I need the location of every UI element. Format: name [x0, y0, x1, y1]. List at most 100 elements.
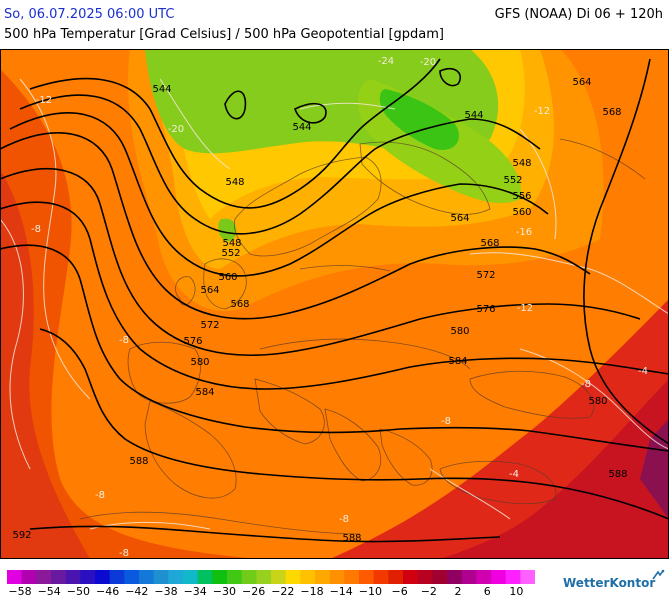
brand-logo-text: WetterKontor — [563, 576, 656, 590]
legend-swatch — [109, 570, 125, 584]
temp-label: -16 — [516, 227, 532, 238]
legend-swatch — [65, 570, 81, 584]
temp-label: -20 — [420, 57, 436, 68]
legend-swatch — [21, 570, 37, 584]
gpdam-label: 588 — [342, 533, 361, 544]
legend-tick-label: −58 — [8, 585, 32, 598]
cold-core-green — [379, 89, 459, 150]
run-date: So, 06.07.2025 06:00 UTC — [4, 7, 175, 22]
temp-label: -12 — [534, 106, 550, 117]
temp-label: -12 — [36, 95, 52, 106]
temp-label: -4 — [638, 366, 648, 377]
legend-tick-label: −38 — [154, 585, 178, 598]
cold-pool-green-small — [218, 218, 237, 242]
gpdam-label: 544 — [152, 84, 171, 95]
gpdam-label: 580 — [588, 396, 607, 407]
gpdam-label: 564 — [572, 77, 591, 88]
legend-swatch — [388, 570, 404, 584]
temp-zone-warm-west — [0, 69, 260, 559]
legend-swatch — [329, 570, 345, 584]
gpdam-label: 548 — [512, 158, 531, 169]
gpdam-label: 576 — [476, 304, 495, 315]
legend-tick-label: 6 — [483, 585, 491, 598]
gpdam-label: 552 — [221, 248, 240, 259]
gpdam-label: 548 — [222, 238, 241, 249]
gpdam-label: 572 — [200, 320, 219, 331]
legend-tick-label: −30 — [212, 585, 236, 598]
legend-tick-label: −2 — [420, 585, 437, 598]
legend-swatch — [197, 570, 213, 584]
chart-subtitle: 500 hPa Temperatur [Grad Celsius] / 500 … — [4, 27, 445, 42]
legend-tick-label: 2 — [454, 585, 462, 598]
geopotential-contours — [0, 58, 669, 543]
gpdam-label: 568 — [602, 107, 621, 118]
legend-tick-label: −50 — [66, 585, 90, 598]
legend-swatch — [373, 570, 389, 584]
temp-zone-deep-southeast — [440, 379, 669, 559]
legend-tick-label: −46 — [95, 585, 120, 598]
legend-swatch — [505, 570, 521, 584]
legend-swatch — [417, 570, 433, 584]
gpdam-label: 568 — [230, 299, 249, 310]
temperature-labels: -12 -20 -24 -20 -12 -16 -8 -8 -12 -8 -8 … — [31, 56, 648, 559]
legend-swatch — [256, 570, 272, 584]
legend-swatch — [461, 570, 477, 584]
brand-logo-icon — [652, 569, 665, 580]
legend-swatch — [124, 570, 140, 584]
coastlines — [79, 138, 646, 535]
gpdam-label: 580 — [190, 357, 209, 368]
gpdam-label: 544 — [464, 110, 483, 121]
temp-label: -8 — [441, 416, 451, 427]
legend-tick-label: 10 — [509, 585, 524, 598]
temp-label: -8 — [119, 335, 129, 346]
legend-swatch — [285, 570, 301, 584]
color-legend — [7, 570, 535, 584]
legend-swatch — [227, 570, 243, 584]
legend-swatch — [80, 570, 96, 584]
gpdam-label: 568 — [480, 238, 499, 249]
legend-tick-label: −14 — [329, 585, 353, 598]
gpdam-label: 552 — [503, 175, 522, 186]
temp-label: -4 — [509, 469, 519, 480]
legend-tick-label: −6 — [391, 585, 408, 598]
gpdam-label: 588 — [129, 456, 148, 467]
legend-swatch — [432, 570, 448, 584]
legend-swatch — [344, 570, 360, 584]
gpdam-label: 584 — [448, 356, 467, 367]
gpdam-label: 560 — [218, 272, 237, 283]
legend-tick-label: −10 — [358, 585, 382, 598]
legend-tick-label: −22 — [271, 585, 295, 598]
legend-swatch — [403, 570, 419, 584]
legend-swatch — [520, 570, 535, 584]
gpdam-label: 572 — [476, 270, 495, 281]
legend-swatch — [359, 570, 375, 584]
temp-zone-purple-east — [640, 419, 669, 519]
legend-ticks: −58 −54 −50 −46 −42 −38 −34 −30 −26 −22 −18 −14 −10−… — [0, 586, 560, 600]
legend-tick-label: −18 — [300, 585, 324, 598]
legend-swatch — [7, 570, 23, 584]
gpdam-label: 580 — [450, 326, 469, 337]
legend-swatch — [300, 570, 316, 584]
legend-tick-label: −42 — [125, 585, 149, 598]
legend-swatch — [212, 570, 228, 584]
legend-swatch — [139, 570, 155, 584]
temp-label: -8 — [339, 514, 349, 525]
legend-swatch — [95, 570, 111, 584]
temp-label: -8 — [31, 224, 41, 235]
legend-swatch — [271, 570, 287, 584]
gpdam-label: 564 — [450, 213, 469, 224]
gpdam-label: 544 — [292, 122, 311, 133]
model-run-label: GFS (NOAA) Di 06 + 120h — [494, 7, 663, 22]
contour-labels: 544 544 544 548 548 548 552 552 556 560 … — [12, 77, 627, 544]
temp-label: -8 — [95, 490, 105, 501]
legend-swatch — [241, 570, 257, 584]
temp-label: -8 — [581, 379, 591, 390]
legend-swatch — [476, 570, 492, 584]
gpdam-label: 560 — [512, 207, 531, 218]
gpdam-label: 584 — [195, 387, 214, 398]
legend-swatch — [153, 570, 169, 584]
legend-swatch — [51, 570, 67, 584]
temp-label: -24 — [378, 56, 394, 67]
gpdam-label: 564 — [200, 285, 219, 296]
legend-swatch — [183, 570, 199, 584]
